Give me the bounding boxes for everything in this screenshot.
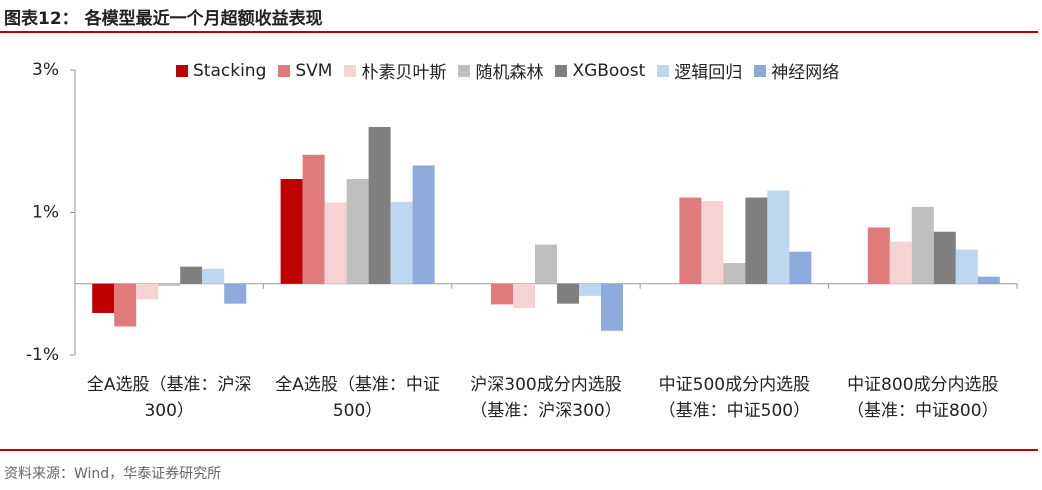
x-tick-label: 全A选股（基准：中证500） xyxy=(275,375,440,421)
legend-item: 朴素贝叶斯 xyxy=(344,58,446,83)
legend-label: 朴素贝叶斯 xyxy=(361,63,447,83)
y-tick-label: 1% xyxy=(32,203,59,223)
bar xyxy=(513,283,535,308)
x-tick-label: 中证500成分内选股（基准：中证500） xyxy=(658,375,811,421)
rule xyxy=(0,449,1038,451)
bar xyxy=(202,268,225,284)
bar xyxy=(224,283,247,304)
legend-label: 神经网络 xyxy=(771,63,840,83)
bar xyxy=(280,179,303,284)
bar xyxy=(789,251,812,284)
bar xyxy=(723,263,746,284)
legend-item: Stacking xyxy=(176,58,266,83)
bar xyxy=(767,190,790,284)
bar xyxy=(557,283,579,304)
bar xyxy=(302,154,325,284)
bar xyxy=(346,179,369,284)
x-tick-label: 全A选股（基准：沪深300） xyxy=(86,375,252,421)
legend-swatch xyxy=(458,64,471,77)
bar xyxy=(114,283,137,327)
bar xyxy=(955,249,978,284)
legend-swatch xyxy=(657,64,670,77)
x-tick-label: 沪深300成分内选股（基准：沪深300） xyxy=(470,375,622,421)
y-tick-label: -1% xyxy=(26,345,59,365)
source: 资料来源：Wind，华泰证券研究所 xyxy=(4,466,222,482)
legend-item: SVM xyxy=(278,58,332,83)
legend-label: 随机森林 xyxy=(475,63,544,83)
legend-swatch xyxy=(176,64,188,77)
y-tick-label: 3% xyxy=(32,60,59,80)
bar xyxy=(889,241,912,284)
bar xyxy=(701,201,724,284)
bar xyxy=(180,266,203,284)
bar xyxy=(745,197,768,284)
legend-item: XGBoost xyxy=(555,58,645,83)
legend-item: 神经网络 xyxy=(754,58,839,83)
rule xyxy=(0,31,1038,33)
x-tick-label: 中证800成分内选股（基准：中证800） xyxy=(847,375,999,421)
bar xyxy=(535,244,557,284)
legend-label: 逻辑回归 xyxy=(674,63,743,83)
bar xyxy=(911,206,934,284)
bar xyxy=(92,283,115,313)
bar xyxy=(679,197,702,284)
legend-swatch xyxy=(344,64,357,77)
legend-label: XGBoost xyxy=(572,60,646,81)
legend-swatch xyxy=(278,64,291,77)
legend-swatch xyxy=(754,64,767,77)
legend-label: SVM xyxy=(295,60,333,81)
bar xyxy=(324,202,347,284)
bar xyxy=(977,276,1000,284)
legend-item: 逻辑回归 xyxy=(657,58,742,83)
bar xyxy=(390,201,413,284)
bar xyxy=(158,283,181,286)
bar xyxy=(579,283,601,296)
bar xyxy=(601,283,623,331)
legend-swatch xyxy=(555,64,568,77)
bar xyxy=(412,165,435,284)
bar xyxy=(867,227,890,284)
legend-label: Stacking xyxy=(193,60,267,81)
bar xyxy=(136,283,159,300)
legend: Stacking SVM 朴素贝叶斯 随机森林 XGBoost 逻辑回归 神经网络 xyxy=(176,58,839,83)
bar xyxy=(491,283,513,305)
bar xyxy=(368,127,391,284)
title: 图表12： 各模型最近一个月超额收益表现 xyxy=(4,9,323,29)
bar xyxy=(933,231,956,284)
legend-item: 随机森林 xyxy=(458,58,543,83)
